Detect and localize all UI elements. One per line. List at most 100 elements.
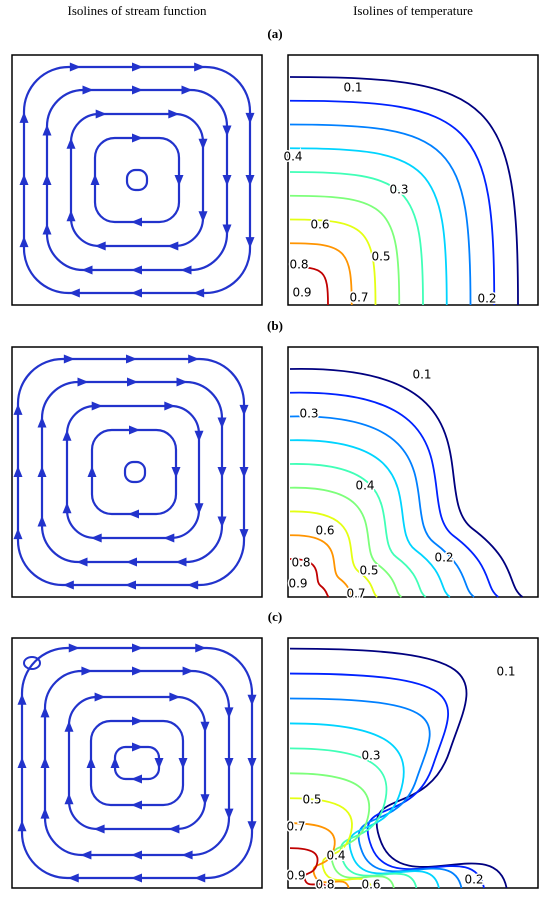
arrow — [182, 666, 194, 676]
frame — [11, 54, 263, 306]
isotherm-label: 0.5 — [359, 564, 378, 578]
arrow — [87, 466, 97, 477]
arrow — [94, 692, 106, 702]
arrow — [131, 265, 142, 275]
isotherm — [289, 510, 378, 598]
arrow — [17, 757, 27, 768]
isotherm — [289, 558, 330, 598]
arrow — [42, 174, 52, 185]
arrow — [154, 758, 164, 769]
arrow — [64, 720, 74, 732]
streamline — [93, 136, 181, 224]
isotherm — [289, 147, 448, 306]
arrow — [245, 237, 255, 249]
arrow — [198, 211, 208, 223]
arrow — [239, 529, 249, 541]
arrow — [68, 643, 80, 653]
streamline — [67, 695, 207, 831]
arrow — [37, 416, 47, 428]
arrow — [131, 850, 142, 860]
arrow — [13, 528, 23, 540]
arrow — [63, 354, 75, 364]
arrow — [198, 138, 208, 150]
isotherm — [289, 747, 418, 889]
isotherm-label: 0.2 — [434, 551, 453, 565]
arrow — [224, 707, 234, 719]
arrow — [181, 850, 193, 860]
isotherm-label: 0.6 — [361, 878, 380, 892]
arrow — [76, 557, 88, 567]
isotherm — [289, 76, 519, 306]
panel-label: (b) — [267, 318, 283, 333]
arrow — [66, 137, 76, 149]
arrow — [187, 580, 199, 590]
arrow — [19, 236, 29, 248]
streamline — [45, 88, 229, 272]
arrow — [217, 516, 227, 528]
arrow — [128, 509, 139, 519]
isotherm — [289, 194, 401, 306]
streamline — [90, 428, 178, 516]
isotherm — [289, 697, 463, 889]
arrow — [167, 241, 179, 251]
isotherm — [289, 847, 327, 889]
arrow — [245, 112, 255, 124]
arrow — [94, 241, 106, 251]
arrow — [81, 265, 93, 275]
arrow — [181, 85, 193, 95]
arrow — [19, 111, 29, 123]
arrow — [131, 873, 142, 883]
arrow — [13, 466, 23, 477]
streamline — [69, 112, 205, 248]
arrow — [247, 758, 257, 769]
arrow — [247, 694, 257, 706]
arrow — [178, 758, 188, 769]
arrow — [91, 401, 103, 411]
arrow — [168, 109, 180, 119]
isotherm — [289, 486, 403, 598]
arrow — [42, 223, 52, 235]
arrow — [176, 377, 188, 387]
frame — [287, 54, 539, 306]
arrow — [194, 430, 204, 442]
arrow — [131, 288, 142, 298]
isotherm-label: 0.7 — [286, 820, 305, 834]
arrow — [127, 377, 138, 387]
arrow — [17, 693, 27, 705]
arrow — [200, 721, 210, 733]
isotherm — [289, 439, 451, 598]
arrow — [19, 174, 29, 185]
arrow — [239, 467, 249, 478]
streamline — [23, 656, 41, 670]
frame — [287, 346, 539, 598]
isotherm-label: 0.5 — [302, 793, 321, 807]
isotherm-label: 0.3 — [299, 407, 318, 421]
arrow — [64, 793, 74, 805]
arrow — [224, 758, 234, 769]
streamline — [89, 719, 185, 807]
arrow — [168, 824, 180, 834]
streamline — [40, 380, 224, 564]
arrow — [66, 210, 76, 222]
arrow — [129, 425, 140, 435]
arrow — [95, 109, 107, 119]
arrow — [247, 821, 257, 833]
arrow — [125, 580, 136, 590]
arrow — [132, 133, 143, 143]
arrow — [132, 666, 143, 676]
arrow — [40, 706, 50, 718]
arrow — [17, 820, 27, 832]
arrow — [132, 643, 143, 653]
isotherm-label: 0.1 — [412, 368, 431, 382]
arrow — [217, 417, 227, 429]
streamline — [113, 745, 161, 781]
arrow — [62, 502, 72, 514]
isotherm — [289, 672, 485, 889]
arrow — [239, 404, 249, 416]
isotherm — [289, 722, 440, 889]
isotherm-label: 0.9 — [288, 577, 307, 591]
arrow — [126, 354, 137, 364]
arrow — [132, 85, 143, 95]
arrow — [90, 174, 100, 185]
arrow — [131, 217, 142, 227]
